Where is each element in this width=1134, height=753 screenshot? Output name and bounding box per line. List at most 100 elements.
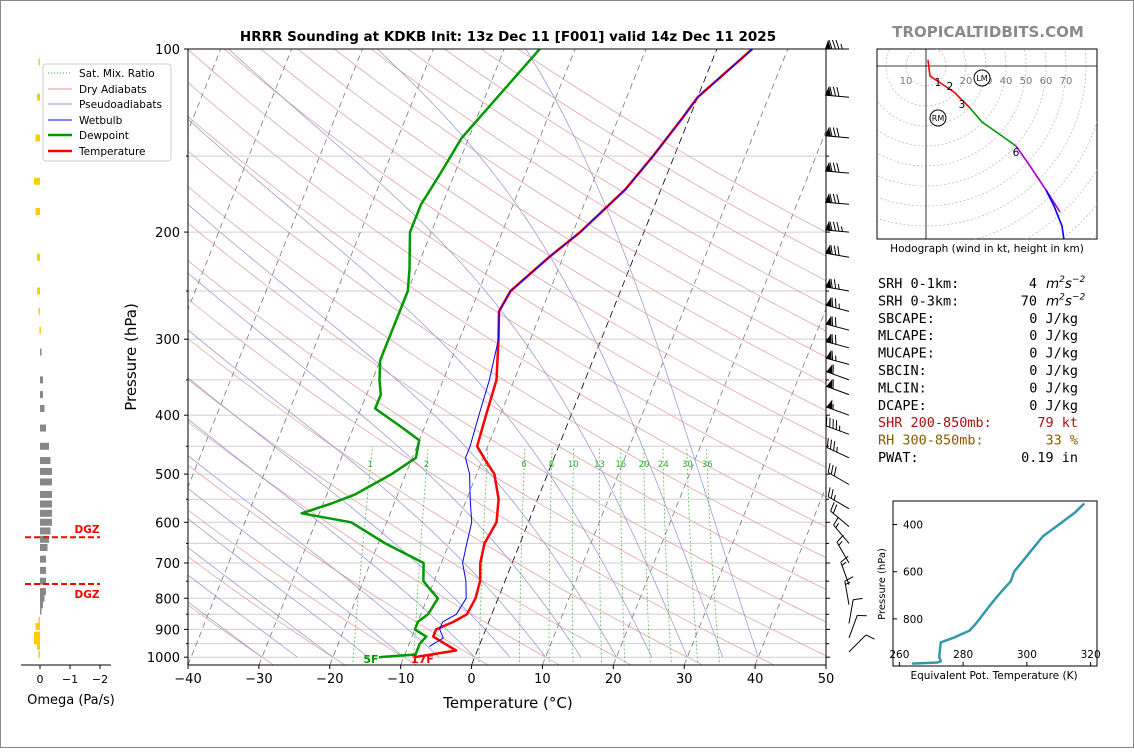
wind-barb-full [832,39,836,50]
wind-barb-full [830,278,833,289]
wind-barb-full [833,245,837,256]
wind-barb-half [840,226,844,232]
wind-barb-pennant [825,278,832,288]
param-label: SBCAPE: [878,311,935,327]
wind-barb-full [836,86,840,97]
isotherm-line [612,129,826,665]
wind-barb-staff [848,615,858,639]
wind-barb-half [838,540,843,546]
theta-e-xtick-label: 300 [1017,649,1037,661]
wind-barb [825,39,849,50]
isotherm-line [683,307,826,665]
omega-bar [38,616,40,624]
mixing-ratio-line [599,446,603,665]
wind-barb-half [837,283,840,290]
pseudoadiabat-line [188,418,475,658]
dry-adiabat-line [444,49,826,281]
mixing-ratio-label: 24 [658,460,669,470]
wind-barb-half [833,494,836,501]
wind-barb-full [830,464,834,475]
dry-adiabat-line [188,260,826,657]
wind-barb [836,534,850,564]
wind-barb-staff [836,541,850,564]
mixing-ratio-line [352,446,373,665]
omega-bar [37,93,40,101]
wind-barb-full [837,246,840,256]
wind-barb-full [826,438,829,448]
isotherm-line [329,49,576,665]
wind-barb [825,350,850,365]
omega-bar [37,642,40,650]
param-value: 70 [1021,293,1037,309]
wind-barb-full [832,379,834,389]
wind-barb-full [834,317,837,327]
hodograph-trace [969,107,1017,147]
hodograph-height-label: 2 [947,81,954,93]
wind-barb-full [830,244,833,255]
param-value: 0 J/kg [1029,311,1078,327]
wetbulb-line [429,49,753,647]
legend: Sat. Mix. Ratio Dry Adiabats Pseudoadiab… [42,63,172,162]
wind-barb-full [833,441,836,451]
omega-bar [40,527,51,535]
skewt-ytick-label: 800 [155,592,180,607]
mixing-ratio-label: 4 [484,460,489,470]
param-label: SRH 0-1km: [878,276,959,292]
param-value: 0 J/kg [1029,328,1078,344]
hodograph-height-label: 6 [1013,147,1020,159]
wind-barb-half [836,446,838,453]
param-label: RH 300-850mb: [878,433,984,449]
temperature-line [414,49,754,659]
wind-barb-half [845,581,851,586]
omega-bar [34,637,40,645]
wind-barb-staff [844,581,850,605]
omega-bar [40,391,43,399]
skewt-xtick-label: −10 [387,672,414,687]
mixing-ratio-line [662,446,672,665]
omega-bar [34,177,40,185]
param-label: PWAT: [878,450,919,466]
wind-barb-full [836,162,840,173]
wind-barb-full [834,298,837,308]
surface-temp-label: 17F [411,653,434,666]
omega-bar [34,631,40,639]
wind-barb [848,614,867,639]
omega-bar [40,490,52,498]
dry-adiabat-line [188,150,826,559]
wind-barb-pennant [825,333,832,344]
wind-barb-full [836,534,844,543]
hodograph-lm-marker [973,69,991,87]
wind-barb-full [835,39,840,50]
wind-barb-full [829,193,833,203]
legend-wetbulb: Wetbulb [79,115,123,127]
wind-barb-pennant [826,399,833,410]
param-value: 4 [1029,276,1037,292]
theta-e-xtick-label: 320 [1081,649,1101,661]
pseudoadiabat-line [188,203,617,658]
surface-dew-label: 5F [363,653,378,666]
wind-barb-full [832,364,834,375]
mixing-ratio-label: 10 [568,460,579,470]
param-value: 33 % [1045,433,1078,449]
hodograph: 1020304050607012369LMRM Hodograph (wind … [876,48,1098,255]
mixing-ratio-line [706,446,721,665]
param-value: 0 J/kg [1029,363,1078,379]
skewt-ytick-label: 200 [155,226,180,241]
wind-barb-half [838,303,840,309]
omega-bar [40,424,46,432]
hodograph-ring-label: 10 [900,76,913,87]
dry-adiabat-line [188,556,346,665]
wind-barb-pennant [826,364,833,374]
pseudoadiabat-line [188,574,298,658]
wind-barb [825,86,850,98]
wind-barb [825,193,850,205]
hodograph-ring-label: 40 [1000,76,1013,87]
legend-box [42,63,172,162]
dry-adiabat-line [260,49,826,412]
hodograph-rm-label: RM [932,114,945,123]
wind-barb [825,162,850,174]
wind-barb-full [844,576,854,582]
wind-barb-half [840,43,843,50]
skewt-ytick-label: 700 [155,557,180,572]
omega-bar [39,326,41,334]
